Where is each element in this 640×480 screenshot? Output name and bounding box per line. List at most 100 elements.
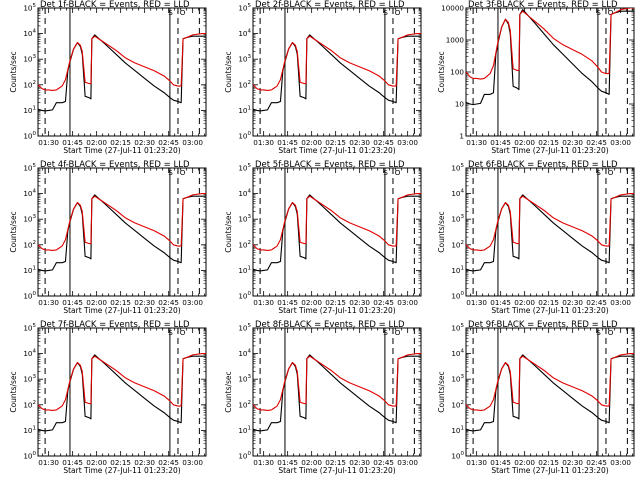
panel-6f-marker-label: S <box>596 168 601 177</box>
panel-7f-x-tick-label: 02:45 <box>158 458 179 467</box>
panel-9f-x-tick-label: 01:45 <box>490 458 511 467</box>
panel-4f-y-tick-label: 100 <box>23 291 36 301</box>
panel-4f-marker-label: S <box>168 168 173 177</box>
panel-6f-x-axis-label: Start Time (27-Jul-11 01:23:20) <box>491 306 608 315</box>
panel-7f-x-axis-label: Start Time (27-Jul-11 01:23:20) <box>63 466 180 475</box>
panel-8f-y-axis-label: Counts/sec <box>224 371 233 412</box>
panel-9f-title: Det 9f-BLACK = Events, RED = LLD <box>468 320 618 330</box>
panel-1f-y-tick-label: 103 <box>23 54 36 64</box>
panel-5f-series-events <box>253 194 421 272</box>
panel-9f-series-events <box>466 354 634 432</box>
panel-7f-series-lld <box>38 353 206 411</box>
panel-2f-series-lld <box>253 33 421 91</box>
panel-8f-y-tick-label: 101 <box>238 425 251 435</box>
panel-1f-x-axis-label: Start Time (27-Jul-11 01:23:20) <box>63 146 180 155</box>
panel-5f: Det 5f-BLACK = Events, RED = LLD 01:30 01:… <box>224 160 422 315</box>
panel-2f-y-tick-label: 104 <box>238 29 251 39</box>
panel-2f-plot-frame <box>252 7 422 137</box>
panel-9f-x-tick-label: 02:15 <box>538 458 559 467</box>
panel-3f-marker-label: O <box>608 8 614 17</box>
panel-4f-y-tick-label: 105 <box>23 163 36 173</box>
panel-5f-y-axis-label: Counts/sec <box>224 211 233 252</box>
panel-9f-plot-frame <box>465 327 635 457</box>
panel-2f-x-tick-label: 01:30 <box>253 138 274 147</box>
panel-3f-x-tick-label: 02:45 <box>586 138 607 147</box>
panel-4f-x-tick-label: 02:30 <box>134 298 155 307</box>
panel-6f-marker-label: O <box>608 168 614 177</box>
panel-7f-y-tick-label: 102 <box>23 400 36 410</box>
panel-8f-x-tick-label: 01:45 <box>277 458 298 467</box>
panel-1f-y-tick-label: 101 <box>23 105 36 115</box>
panel-5f-marker-label: S <box>383 168 388 177</box>
panel-9f-y-tick-label: 100 <box>451 451 464 461</box>
panel-1f-title: Det 1f-BLACK = Events, RED = LLD <box>40 0 190 10</box>
panel-6f-x-tick-label: 02:00 <box>514 298 535 307</box>
panel-8f-x-axis-label: Start Time (27-Jul-11 01:23:20) <box>278 466 395 475</box>
panel-9f-x-tick-label: 02:30 <box>562 458 583 467</box>
panel-7f-x-tick-label: 02:30 <box>134 458 155 467</box>
panel-5f-x-tick-label: 01:45 <box>277 298 298 307</box>
panel-3f-series-lld <box>466 8 634 80</box>
panel-7f-x-tick-label: 02:15 <box>110 458 131 467</box>
panel-9f-y-axis-label: Counts/sec <box>437 371 446 412</box>
panel-8f-y-tick-label: 102 <box>238 400 251 410</box>
panel-5f-x-tick-label: 01:30 <box>253 298 274 307</box>
panel-8f-y-tick-label: 105 <box>238 323 251 333</box>
panel-7f-y-tick-label: 104 <box>23 349 36 359</box>
panel-5f-y-tick-label: 105 <box>238 163 251 173</box>
panel-6f-y-tick-label: 102 <box>451 240 464 250</box>
panel-2f-y-tick-label: 105 <box>238 3 251 13</box>
panel-2f: Det 2f-BLACK = Events, RED = LLD 01:30 01:… <box>224 0 422 155</box>
panel-8f-series-events <box>253 354 421 432</box>
panel-2f-x-tick-label: 01:45 <box>277 138 298 147</box>
panel-6f-x-tick-label: 03:00 <box>610 298 631 307</box>
panel-9f-x-tick-label: 03:00 <box>610 458 631 467</box>
panel-1f-x-tick-label: 02:15 <box>110 138 131 147</box>
panel-9f-y-tick-label: 104 <box>451 349 464 359</box>
panel-4f-marker-label: O <box>180 168 186 177</box>
panel-2f-x-tick-label: 02:45 <box>373 138 394 147</box>
panel-4f-y-tick-label: 101 <box>23 265 36 275</box>
panel-7f-y-axis-label: Counts/sec <box>9 371 18 412</box>
panel-8f-y-tick-label: 104 <box>238 349 251 359</box>
panel-1f: Det 1f-BLACK = Events, RED = LLD 01:30 01:… <box>9 0 207 155</box>
panel-8f-x-tick-label: 02:45 <box>373 458 394 467</box>
panel-1f-plot-frame <box>37 7 207 137</box>
panel-4f-y-tick-label: 102 <box>23 240 36 250</box>
panel-8f-x-tick-label: 02:30 <box>349 458 370 467</box>
panel-6f-series-lld <box>466 193 634 251</box>
panel-5f-y-tick-label: 100 <box>238 291 251 301</box>
panel-5f-x-tick-label: 02:30 <box>349 298 370 307</box>
panel-7f-y-tick-label: 101 <box>23 425 36 435</box>
panel-3f-x-tick-label: 02:15 <box>538 138 559 147</box>
panel-3f-x-tick-label: 01:45 <box>490 138 511 147</box>
panel-5f-plot-frame <box>252 167 422 297</box>
panel-1f-y-axis-label: Counts/sec <box>9 51 18 92</box>
panel-9f-y-tick-label: 103 <box>451 374 464 384</box>
panel-1f-y-tick-label: 102 <box>23 80 36 90</box>
panel-9f-x-axis-label: Start Time (27-Jul-11 01:23:20) <box>491 466 608 475</box>
panel-7f: Det 7f-BLACK = Events, RED = LLD 01:30 01:… <box>9 320 207 475</box>
panel-2f-y-tick-label: 102 <box>238 80 251 90</box>
panel-4f-series-lld <box>38 193 206 251</box>
panel-8f-title: Det 8f-BLACK = Events, RED = LLD <box>255 320 405 330</box>
panel-6f-x-tick-label: 02:15 <box>538 298 559 307</box>
panel-5f-y-tick-label: 102 <box>238 240 251 250</box>
panel-7f-title: Det 7f-BLACK = Events, RED = LLD <box>40 320 190 330</box>
panel-8f-x-tick-label: 02:15 <box>325 458 346 467</box>
panel-2f-x-tick-label: 02:15 <box>325 138 346 147</box>
panel-7f-plot-frame <box>37 327 207 457</box>
panel-3f-title: Det 3f-BLACK = Events, RED = LLD <box>468 0 618 10</box>
panel-5f-title: Det 5f-BLACK = Events, RED = LLD <box>255 160 405 170</box>
panel-3f-marker-label: S <box>596 8 601 17</box>
panel-6f-y-tick-label: 101 <box>451 265 464 275</box>
panel-4f-x-tick-label: 01:30 <box>38 298 59 307</box>
panel-3f-y-tick-label: 10000 <box>441 4 464 13</box>
panel-6f-y-tick-label: 105 <box>451 163 464 173</box>
panel-4f: Det 4f-BLACK = Events, RED = LLD 01:30 01:… <box>9 160 207 315</box>
panel-4f-x-tick-label: 01:45 <box>62 298 83 307</box>
panel-5f-marker-label: O <box>395 168 401 177</box>
panel-3f-y-axis-label: Counts/sec <box>437 51 446 92</box>
panel-8f-plot-frame <box>252 327 422 457</box>
panel-9f-x-tick-label: 01:30 <box>466 458 487 467</box>
